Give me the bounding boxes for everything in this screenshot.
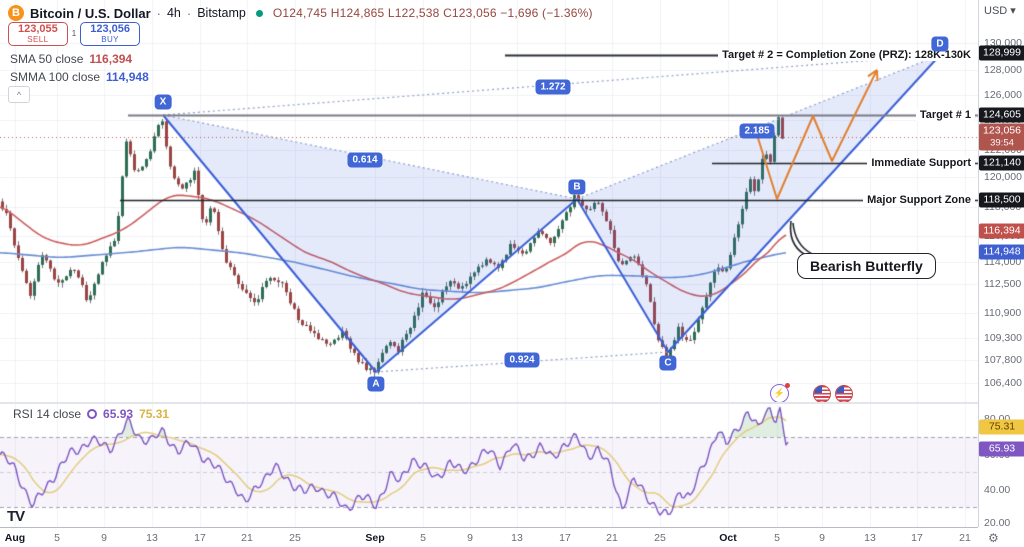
harmonic-point-badge-x[interactable]: X — [154, 94, 172, 110]
currency-selector[interactable]: USD ▾ — [984, 4, 1016, 17]
price-tick-label: 120,000 — [984, 171, 1022, 183]
exchange-label[interactable]: Bitstamp — [197, 6, 246, 20]
fib-ratio-badge[interactable]: 0.614 — [347, 152, 383, 168]
ohlc-values: O124,745 H124,865 L122,538 C123,056 −1,6… — [272, 6, 593, 20]
rsi-loading-icon — [87, 409, 98, 419]
price-axis-badge: 118,500 — [979, 192, 1024, 208]
sell-price: 123,055 — [18, 23, 58, 35]
buy-label: BUY — [101, 34, 119, 44]
harmonic-point-badge-a[interactable]: A — [367, 376, 385, 392]
collapse-legend-button[interactable]: ^ — [8, 86, 30, 103]
price-axis-badge: 114,948 — [979, 244, 1024, 260]
title-separator: · — [186, 5, 192, 21]
price-axis-badge: 128,999 — [979, 45, 1024, 61]
trade-panel: 123,055 SELL 1 123,056 BUY — [8, 22, 140, 46]
price-tick-label: 107,800 — [984, 354, 1022, 366]
price-axis-badge: 124,605 — [979, 107, 1024, 123]
rsi-legend[interactable]: RSI 14 close 65.93 75.31 — [13, 407, 169, 421]
time-tick-label: 17 — [559, 532, 571, 544]
pattern-callout[interactable]: Bearish Butterfly — [797, 253, 936, 279]
bar-countdown: 39:54 — [990, 137, 1014, 149]
price-tick-label: 109,300 — [984, 332, 1022, 344]
indicator-name: SMMA 100 close — [10, 70, 101, 84]
time-tick-label: 17 — [911, 532, 923, 544]
us-flag-event-icon[interactable] — [835, 385, 853, 403]
indicator-row[interactable]: SMA 50 close 116,394 — [10, 52, 132, 66]
price-tick-label: 128,000 — [984, 64, 1022, 76]
symbol-title[interactable]: Bitcoin / U.S. Dollar — [30, 5, 151, 21]
harmonic-point-badge-b[interactable]: B — [568, 179, 586, 195]
harmonic-point-badge-d[interactable]: D — [931, 36, 949, 52]
time-tick-label: 25 — [289, 532, 301, 544]
indicator-row[interactable]: SMMA 100 close 114,948 — [10, 70, 149, 84]
time-tick-label: 5 — [774, 532, 780, 544]
time-tick-label: 21 — [241, 532, 253, 544]
time-tick-label: 17 — [194, 532, 206, 544]
symbol-header: B Bitcoin / U.S. Dollar · 4h · Bitstamp … — [8, 5, 593, 21]
chevron-down-icon: ▾ — [1010, 5, 1016, 17]
time-tick-label: 5 — [420, 532, 426, 544]
axis-settings-gear-icon[interactable]: ⚙ — [988, 531, 999, 545]
time-tick-label: Oct — [719, 532, 737, 544]
tradingview-logo[interactable]: TV — [7, 508, 25, 525]
level-label[interactable]: Major Support Zone — [863, 194, 975, 206]
time-tick-label: 13 — [511, 532, 523, 544]
time-tick-label: 9 — [819, 532, 825, 544]
level-label[interactable]: Target # 1 — [915, 109, 975, 121]
price-tick-label: 126,000 — [984, 89, 1022, 101]
rsi-ma-value: 75.31 — [139, 407, 170, 421]
price-tick-label: 106,400 — [984, 377, 1022, 389]
sell-label: SELL — [27, 34, 49, 44]
price-axis-badge: 75.31 — [979, 419, 1024, 435]
time-tick-label: 9 — [467, 532, 473, 544]
time-tick-label: 13 — [864, 532, 876, 544]
price-axis-badge: 65.93 — [979, 441, 1024, 457]
indicator-value: 116,394 — [89, 52, 133, 66]
fib-ratio-badge[interactable]: 1.272 — [535, 79, 571, 95]
bitcoin-logo-icon: B — [8, 5, 24, 21]
price-axis[interactable]: 130,000128,000126,000124,000122,000120,0… — [978, 0, 1024, 529]
harmonic-point-badge-c[interactable]: C — [659, 355, 677, 371]
price-tick-label: 112,500 — [984, 278, 1022, 290]
sell-button[interactable]: 123,055 SELL — [8, 22, 68, 46]
time-axis[interactable]: Aug 5 9 13 17 21 25 Sep 5 9 13 17 21 25 Oct 5 9 13 17 21 — [0, 527, 978, 547]
spread-value: 1 — [71, 29, 77, 39]
price-axis-badge: 116,394 — [979, 223, 1024, 239]
fib-ratio-badge[interactable]: 2.185 — [739, 123, 775, 139]
buy-price: 123,056 — [90, 23, 130, 35]
time-tick-label: 21 — [606, 532, 618, 544]
time-tick-label: 25 — [654, 532, 666, 544]
title-separator: · — [156, 5, 161, 21]
lightning-alert-icon[interactable]: ⚡ — [770, 383, 790, 403]
price-tick-label: 20.00 — [984, 517, 1011, 529]
time-tick-label: 13 — [146, 532, 158, 544]
time-tick-label: 5 — [54, 532, 60, 544]
market-open-dot-icon — [255, 9, 263, 17]
time-tick-label: 21 — [959, 532, 971, 544]
price-tick-label: 110,900 — [984, 307, 1022, 319]
price-tick-label: 40.00 — [984, 484, 1011, 496]
rsi-name: RSI 14 close — [13, 407, 82, 421]
interval-label[interactable]: 4h — [166, 6, 181, 20]
price-axis-badge: 121,140 — [979, 155, 1024, 171]
time-tick-label: 9 — [101, 532, 107, 544]
fib-ratio-badge[interactable]: 0.924 — [504, 352, 540, 368]
buy-button[interactable]: 123,056 BUY — [80, 22, 140, 46]
level-label[interactable]: Immediate Support — [867, 157, 975, 169]
indicator-value: 114,948 — [106, 70, 149, 84]
rsi-value: 65.93 — [103, 407, 134, 421]
price-axis-badge: 123,056 39:54 — [979, 123, 1024, 151]
currency-label: USD — [984, 5, 1008, 17]
indicator-name: SMA 50 close — [10, 52, 84, 66]
level-label[interactable]: Target # 2 = Completion Zone (PRZ): 128K… — [718, 49, 975, 61]
us-flag-event-icon[interactable] — [813, 385, 831, 403]
pane-divider[interactable] — [0, 402, 1024, 404]
time-tick-label: Aug — [4, 532, 26, 544]
time-tick-label: Sep — [365, 532, 385, 544]
